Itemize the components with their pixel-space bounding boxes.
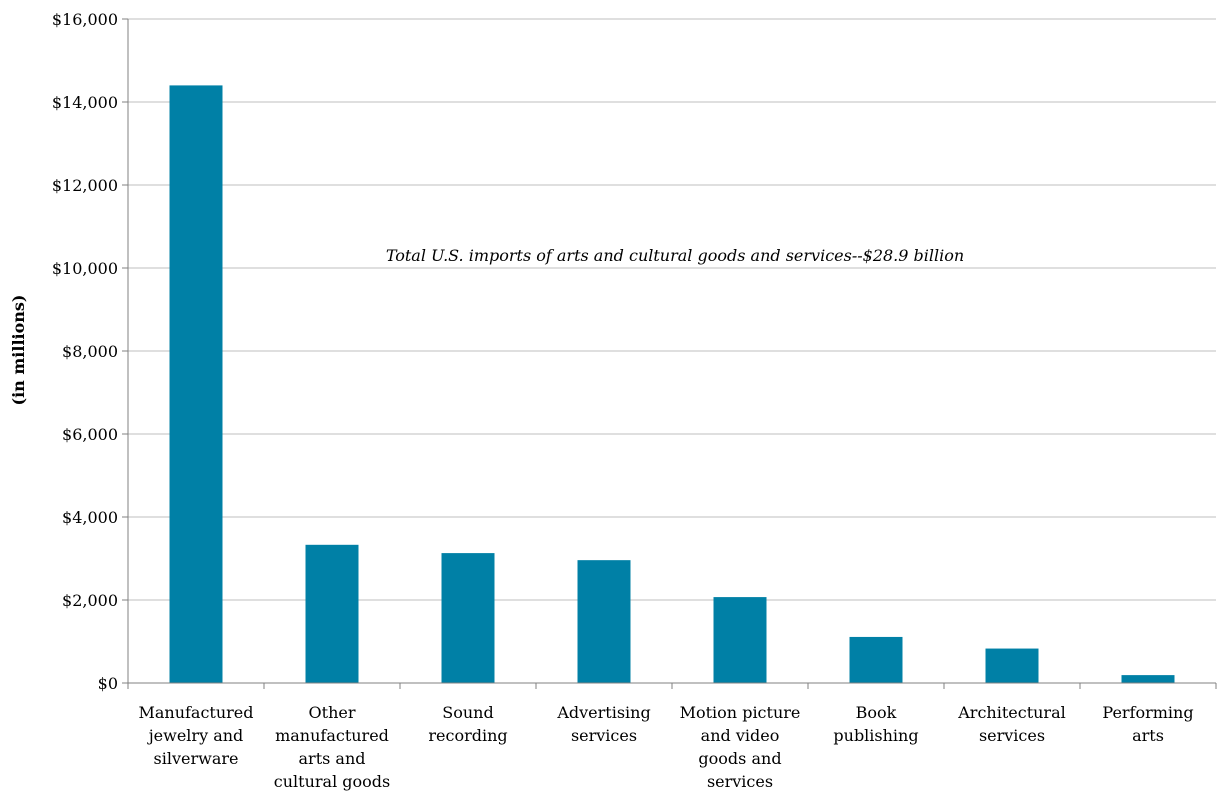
x-category-label-line: arts and [299,749,366,768]
x-category-label: Motion picture and video goods and services [680,703,801,791]
x-category-label-line: Sound [442,703,493,722]
x-category-label: Sound recording [428,703,507,745]
bar [577,560,631,683]
x-category-label: Other manufactured arts and cultural goods [274,703,390,791]
x-category-labels: Manufactured jewelry and silverware Other ma… [138,703,1193,791]
bar [849,636,903,683]
x-category-label-line: goods and [698,749,781,768]
y-tick-label: $14,000 [52,93,118,112]
bars [169,85,1175,683]
x-category-label-line: and video [701,726,780,745]
bar [169,85,223,683]
y-tick-label: $16,000 [52,10,118,29]
x-category-label-line: silverware [154,749,239,768]
x-category-label: Performing arts [1102,703,1193,745]
x-category-label: Book publishing [833,703,918,745]
x-category-label-line: Motion picture [680,703,801,722]
bar [713,597,767,683]
x-category-label-line: Performing [1102,703,1193,722]
x-category-label-line: Architectural [957,703,1065,722]
x-category-label-line: recording [428,726,507,745]
y-tick-labels: $0 $2,000 $4,000 $6,000 $8,000 $10,000 $12,000… [52,10,118,693]
x-category-label-line: services [979,726,1045,745]
x-category-label-line: services [707,772,773,791]
bar [441,553,495,683]
y-axis-label: (in millions) [9,295,28,406]
y-tick-label: $2,000 [62,591,118,610]
x-category-label: Advertising services [556,703,650,745]
gridlines [128,18,1216,601]
y-tick-label: $12,000 [52,176,118,195]
y-tick-label: $10,000 [52,259,118,278]
x-category-label-line: services [571,726,637,745]
bar [1121,675,1175,683]
axes [122,18,1217,689]
x-category-label-line: jewelry and [147,726,244,745]
x-category-label-line: cultural goods [274,772,390,791]
y-tick-label: $8,000 [62,342,118,361]
x-category-label-line: Manufactured [138,703,253,722]
bar [985,648,1039,683]
x-category-label-line: Book [856,703,897,722]
x-category-label: Architectural services [957,703,1065,745]
bar [305,544,359,683]
y-tick-label: $0 [98,674,118,693]
chart-annotation: Total U.S. imports of arts and cultural … [386,246,964,265]
x-category-label-line: Advertising [556,703,650,722]
x-category-label-line: Other [309,703,356,722]
x-category-label-line: publishing [833,726,918,745]
y-tick-label: $4,000 [62,508,118,527]
y-tick-label: $6,000 [62,425,118,444]
x-category-label-line: arts [1132,726,1164,745]
x-category-label-line: manufactured [275,726,389,745]
x-category-label: Manufactured jewelry and silverware [138,703,253,768]
